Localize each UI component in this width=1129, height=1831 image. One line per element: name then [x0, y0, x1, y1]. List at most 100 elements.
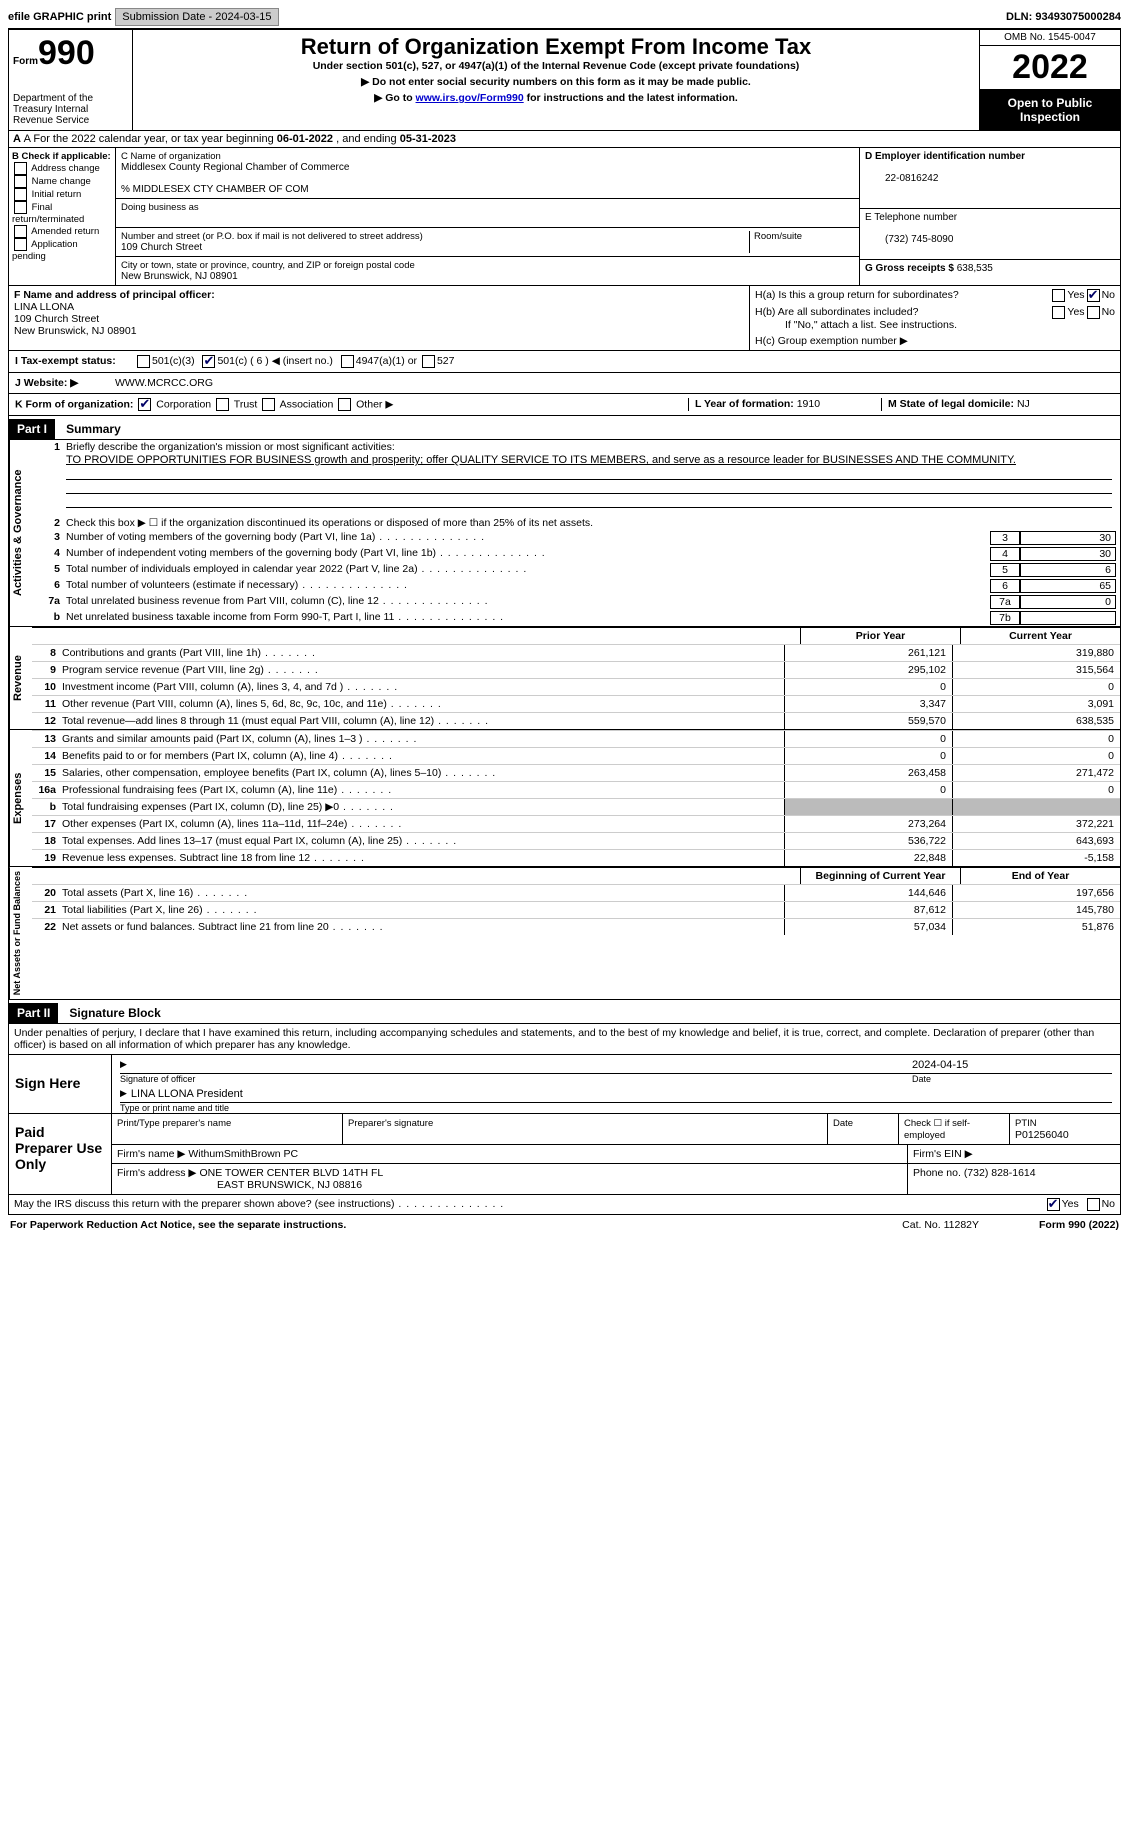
summary-line: 5Total number of individuals employed in… [32, 562, 1120, 578]
may-irs-yes[interactable] [1047, 1198, 1060, 1211]
firm-phone-label: Phone no. [913, 1167, 961, 1179]
ein-value: 22-0816242 [865, 173, 938, 184]
summary-line: 4Number of independent voting members of… [32, 546, 1120, 562]
room-label: Room/suite [754, 231, 802, 242]
data-line: 12Total revenue—add lines 8 through 11 (… [32, 712, 1120, 729]
k-label: K Form of organization: [15, 398, 133, 410]
cb-corp[interactable] [138, 398, 151, 411]
ha-yes[interactable] [1052, 289, 1065, 302]
checkbox-name-change[interactable] [14, 175, 27, 188]
part1-exp: Expenses 13Grants and similar amounts pa… [8, 730, 1121, 867]
perjury-declaration: Under penalties of perjury, I declare th… [8, 1024, 1121, 1055]
checkbox-final-return[interactable] [14, 201, 27, 214]
row-klm: K Form of organization: Corporation Trus… [8, 394, 1121, 416]
self-employed-check: Check ☐ if self-employed [904, 1118, 970, 1141]
state-domicile: NJ [1017, 398, 1030, 410]
sig-date-label: Date [912, 1074, 1112, 1084]
officer-addr2: New Brunswick, NJ 08901 [14, 325, 137, 337]
header-mid: Return of Organization Exempt From Incom… [133, 30, 979, 130]
part1-ag: Activities & Governance 1Briefly describ… [8, 440, 1121, 627]
tax-year-end: 05-31-2023 [400, 133, 456, 145]
firm-addr-label: Firm's address ▶ [117, 1167, 197, 1179]
data-line: 14Benefits paid to or for members (Part … [32, 747, 1120, 764]
ha-no[interactable] [1087, 289, 1100, 302]
i-label: I Tax-exempt status: [15, 355, 135, 368]
b-label: B Check if applicable: [12, 151, 111, 162]
form-number: 990 [38, 34, 95, 72]
part1-header: Part I Summary [8, 416, 1121, 440]
cb-assoc[interactable] [262, 398, 275, 411]
efile-label: efile GRAPHIC print [8, 11, 111, 23]
checkbox-address-change[interactable] [14, 162, 27, 175]
cb-527[interactable] [422, 355, 435, 368]
end-year-hdr: End of Year [960, 868, 1120, 884]
firm-ein-label: Firm's EIN ▶ [913, 1148, 973, 1160]
dln-label: DLN: 93493075000284 [1006, 11, 1121, 23]
phone-value: (732) 745-8090 [865, 234, 953, 245]
paid-preparer-section: Paid Preparer Use Only Print/Type prepar… [8, 1114, 1121, 1195]
data-line: 8Contributions and grants (Part VIII, li… [32, 644, 1120, 661]
firm-addr1: ONE TOWER CENTER BLVD 14TH FL [199, 1167, 383, 1179]
data-line: 22Net assets or fund balances. Subtract … [32, 918, 1120, 935]
part1-rev: Revenue Prior YearCurrent Year 8Contribu… [8, 627, 1121, 730]
checkbox-initial-return[interactable] [14, 188, 27, 201]
data-line: 18Total expenses. Add lines 13–17 (must … [32, 832, 1120, 849]
ha-label: H(a) Is this a group return for subordin… [755, 289, 1050, 302]
open-public-label: Open to Public Inspection [980, 90, 1120, 130]
cb-501c3[interactable] [137, 355, 150, 368]
ein-label: D Employer identification number [865, 151, 1025, 162]
top-bar: efile GRAPHIC print Submission Date - 20… [8, 8, 1121, 29]
col-b: B Check if applicable: Address change Na… [9, 148, 116, 285]
gross-value: 638,535 [957, 263, 993, 274]
checkbox-application-pending[interactable] [14, 238, 27, 251]
officer-addr1: 109 Church Street [14, 313, 99, 325]
hc-label: H(c) Group exemption number ▶ [755, 335, 1115, 347]
row-j: J Website: ▶ WWW.MCRCC.ORG [8, 373, 1121, 394]
data-line: bTotal fundraising expenses (Part IX, co… [32, 798, 1120, 815]
signature-date: 2024-04-15 [912, 1059, 1112, 1073]
hb-no[interactable] [1087, 306, 1100, 319]
cb-other[interactable] [338, 398, 351, 411]
sign-here-label: Sign Here [9, 1055, 111, 1113]
tab-net-assets: Net Assets or Fund Balances [9, 867, 32, 999]
hb-note: If "No," attach a list. See instructions… [755, 319, 1115, 331]
summary-line: 6Total number of volunteers (estimate if… [32, 578, 1120, 594]
data-line: 16aProfessional fundraising fees (Part I… [32, 781, 1120, 798]
checkbox-amended-return[interactable] [14, 225, 27, 238]
subtitle-3: ▶ Go to www.irs.gov/Form990 for instruct… [137, 92, 975, 104]
part2-tag: Part II [9, 1003, 58, 1023]
street-label: Number and street (or P.O. box if mail i… [121, 231, 423, 242]
part2-header: Part II Signature Block [8, 1000, 1121, 1024]
may-irs-no[interactable] [1087, 1198, 1100, 1211]
sign-here-section: Sign Here 2024-04-15 Signature of office… [8, 1055, 1121, 1114]
part1-title: Summary [58, 419, 129, 439]
cb-4947[interactable] [341, 355, 354, 368]
firm-addr2: EAST BRUNSWICK, NJ 08816 [117, 1179, 362, 1191]
care-of: % MIDDLESEX CTY CHAMBER OF COM [121, 184, 309, 195]
tab-revenue: Revenue [9, 627, 32, 729]
ptin-value: P01256040 [1015, 1129, 1069, 1141]
tax-year: 2022 [980, 46, 1120, 90]
q1-label: Briefly describe the organization's miss… [66, 441, 1116, 453]
data-line: 19Revenue less expenses. Subtract line 1… [32, 849, 1120, 866]
data-line: 11Other revenue (Part VIII, column (A), … [32, 695, 1120, 712]
m-label: M State of legal domicile: [888, 398, 1014, 410]
cb-501c[interactable] [202, 355, 215, 368]
officer-name: LINA LLONA [14, 301, 74, 313]
may-irs-row: May the IRS discuss this return with the… [8, 1195, 1121, 1215]
submission-date-button[interactable]: Submission Date - 2024-03-15 [115, 8, 278, 26]
tab-expenses: Expenses [9, 730, 32, 866]
data-line: 10Investment income (Part VIII, column (… [32, 678, 1120, 695]
firm-phone: (732) 828-1614 [964, 1167, 1036, 1179]
officer-label: F Name and address of principal officer: [14, 289, 215, 301]
firm-name-label: Firm's name ▶ [117, 1148, 185, 1160]
data-line: 13Grants and similar amounts paid (Part … [32, 730, 1120, 747]
header-left: Form990 Department of the Treasury Inter… [9, 30, 133, 130]
cb-trust[interactable] [216, 398, 229, 411]
hb-yes[interactable] [1052, 306, 1065, 319]
irs-link[interactable]: www.irs.gov/Form990 [416, 92, 524, 104]
row-i: I Tax-exempt status: 501(c)(3) 501(c) ( … [8, 351, 1121, 373]
paid-preparer-label: Paid Preparer Use Only [9, 1114, 111, 1194]
org-name-label: C Name of organization [121, 151, 221, 162]
preparer-sig-label: Preparer's signature [348, 1118, 433, 1129]
